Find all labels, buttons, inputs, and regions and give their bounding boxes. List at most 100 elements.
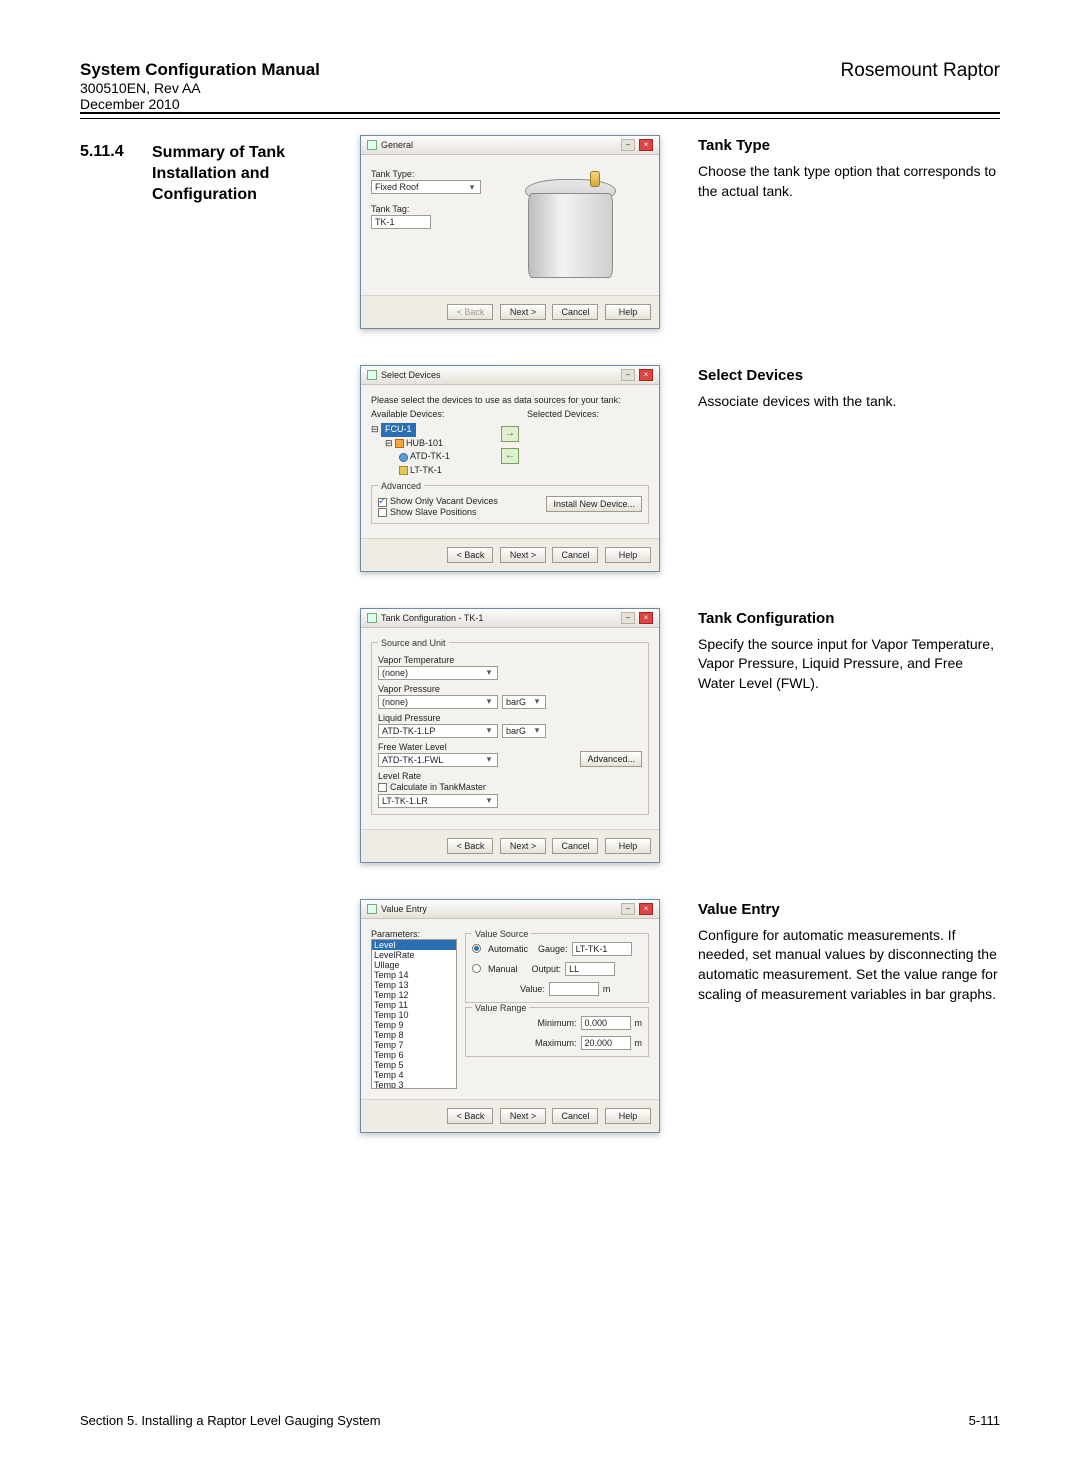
device-tree[interactable]: ⊟ FCU-1 ⊟ HUB-101 ATD-TK-1 LT-TK-1 [371, 419, 493, 481]
list-item[interactable]: Temp 4 [372, 1070, 456, 1080]
cancel-button[interactable]: Cancel [552, 547, 598, 563]
move-left-button[interactable]: ← [501, 448, 519, 464]
dialog-button-row: < Back Next > Cancel Help [361, 1099, 659, 1132]
cancel-button[interactable]: Cancel [552, 838, 598, 854]
list-item[interactable]: Ullage [372, 960, 456, 970]
hub-icon [395, 439, 404, 448]
output-label: Output: [532, 964, 562, 974]
minimize-icon[interactable]: – [621, 612, 635, 624]
show-slave-checkbox[interactable] [378, 508, 387, 517]
level-rate-label: Level Rate [378, 771, 642, 781]
list-item[interactable]: Temp 12 [372, 990, 456, 1000]
minimum-label: Minimum: [537, 1018, 576, 1028]
back-button[interactable]: < Back [447, 1108, 493, 1124]
help-button[interactable]: Help [605, 838, 651, 854]
next-button[interactable]: Next > [500, 1108, 546, 1124]
maximum-input[interactable]: 20.000 [581, 1036, 631, 1050]
next-button[interactable]: Next > [500, 547, 546, 563]
list-item[interactable]: Temp 3 [372, 1080, 456, 1089]
vapor-press-unit: barG [506, 697, 526, 707]
minimize-icon[interactable]: – [621, 139, 635, 151]
doc-header-left: System Configuration Manual 300510EN, Re… [80, 60, 320, 112]
output-input[interactable]: LL [565, 962, 615, 976]
show-vacant-checkbox[interactable] [378, 498, 387, 507]
selected-devices-label: Selected Devices: [527, 409, 649, 419]
minimize-icon[interactable]: – [621, 903, 635, 915]
value-range-legend: Value Range [472, 1003, 529, 1013]
back-button[interactable]: < Back [447, 547, 493, 563]
close-icon[interactable]: × [639, 903, 653, 915]
automatic-radio[interactable] [472, 944, 481, 953]
minimize-icon[interactable]: – [621, 369, 635, 381]
back-button: < Back [447, 304, 493, 320]
level-rate-select[interactable]: LT-TK-1.LR▾ [378, 794, 498, 808]
parameters-listbox[interactable]: LevelLevelRateUllageTemp 14Temp 13Temp 1… [371, 939, 457, 1089]
list-item[interactable]: Temp 11 [372, 1000, 456, 1010]
minimum-value: 0.000 [585, 1018, 608, 1028]
cancel-button[interactable]: Cancel [552, 304, 598, 320]
list-item[interactable]: Temp 6 [372, 1050, 456, 1060]
selected-devices-list[interactable] [527, 419, 649, 479]
fwl-value: ATD-TK-1.FWL [382, 755, 443, 765]
tree-root[interactable]: FCU-1 [381, 423, 416, 437]
value-input[interactable] [549, 982, 599, 996]
next-button[interactable]: Next > [500, 304, 546, 320]
list-item[interactable]: Temp 9 [372, 1020, 456, 1030]
step-text: Associate devices with the tank. [698, 392, 998, 412]
fwl-select[interactable]: ATD-TK-1.FWL▾ [378, 753, 498, 767]
section-title: Summary of Tank Installation and Configu… [152, 143, 352, 205]
minimum-input[interactable]: 0.000 [581, 1016, 631, 1030]
next-button[interactable]: Next > [500, 838, 546, 854]
tank-tag-input[interactable]: TK-1 [371, 215, 431, 229]
help-button[interactable]: Help [605, 547, 651, 563]
liquid-press-select[interactable]: ATD-TK-1.LP▾ [378, 724, 498, 738]
vapor-temp-select[interactable]: (none)▾ [378, 666, 498, 680]
available-devices-label: Available Devices: [371, 409, 493, 419]
footer-page: 5-111 [969, 1413, 1000, 1428]
install-device-button[interactable]: Install New Device... [546, 496, 642, 512]
calc-tankmaster-checkbox[interactable] [378, 783, 387, 792]
doc-title: System Configuration Manual [80, 60, 320, 80]
dialog-tank-config: Tank Configuration - TK-1 – × Source and… [360, 608, 660, 863]
section-number: 5.11.4 [80, 143, 136, 205]
list-item[interactable]: Temp 5 [372, 1060, 456, 1070]
vapor-press-unit-select[interactable]: barG▾ [502, 695, 546, 709]
tree-device-2[interactable]: LT-TK-1 [410, 465, 442, 475]
tree-device-1[interactable]: ATD-TK-1 [410, 451, 450, 461]
step-heading: Select Devices [698, 365, 998, 386]
window-icon [367, 904, 377, 914]
help-button[interactable]: Help [605, 1108, 651, 1124]
manual-radio[interactable] [472, 964, 481, 973]
dialog-value-entry: Value Entry – × Parameters: LevelLevelRa… [360, 899, 660, 1133]
vapor-press-select[interactable]: (none)▾ [378, 695, 498, 709]
list-item[interactable]: Temp 8 [372, 1030, 456, 1040]
list-item[interactable]: Level [372, 940, 456, 950]
back-button[interactable]: < Back [447, 838, 493, 854]
dialog-select-devices: Select Devices – × Please select the dev… [360, 365, 660, 571]
list-item[interactable]: Temp 10 [372, 1010, 456, 1020]
tank-type-select[interactable]: Fixed Roof ▾ [371, 180, 481, 194]
cancel-button[interactable]: Cancel [552, 1108, 598, 1124]
device-icon [399, 453, 408, 462]
list-item[interactable]: Temp 7 [372, 1040, 456, 1050]
dialog-title: Value Entry [381, 904, 617, 914]
tree-hub[interactable]: HUB-101 [406, 438, 443, 448]
instruction-text: Please select the devices to use as data… [371, 395, 649, 405]
doc-ref: 300510EN, Rev AA [80, 80, 320, 96]
parameters-label: Parameters: [371, 929, 457, 939]
help-button[interactable]: Help [605, 304, 651, 320]
gauge-label: Gauge: [538, 944, 568, 954]
list-item[interactable]: Temp 13 [372, 980, 456, 990]
close-icon[interactable]: × [639, 369, 653, 381]
close-icon[interactable]: × [639, 612, 653, 624]
list-item[interactable]: Temp 14 [372, 970, 456, 980]
advanced-fieldset: Advanced Show Only Vacant Devices Show S… [371, 485, 649, 523]
move-right-button[interactable]: → [501, 426, 519, 442]
gauge-input[interactable]: LT-TK-1 [572, 942, 632, 956]
advanced-button[interactable]: Advanced... [580, 751, 642, 767]
liquid-press-unit-select[interactable]: barG▾ [502, 724, 546, 738]
advanced-legend: Advanced [378, 481, 424, 491]
list-item[interactable]: LevelRate [372, 950, 456, 960]
dialog-titlebar: Tank Configuration - TK-1 – × [361, 609, 659, 628]
close-icon[interactable]: × [639, 139, 653, 151]
